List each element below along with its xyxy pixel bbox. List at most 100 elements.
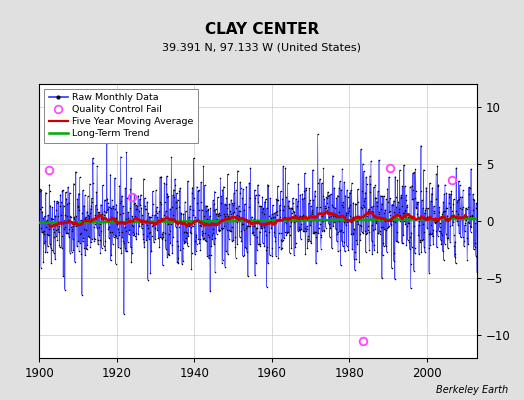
Point: [468, 216, 476, 222]
Point: [245, 180, 254, 186]
Point: [229, 237, 237, 243]
Point: [420, 210, 429, 216]
Point: [113, 208, 122, 215]
Point: [329, 172, 337, 179]
Point: [401, 183, 409, 190]
Point: [199, 163, 208, 170]
Point: [215, 210, 224, 216]
Point: [326, 216, 335, 223]
Point: [52, 198, 61, 204]
Point: [106, 217, 114, 224]
Point: [226, 228, 234, 234]
Point: [323, 195, 332, 202]
Point: [450, 232, 458, 238]
Point: [163, 221, 172, 227]
Point: [318, 212, 326, 219]
Point: [401, 196, 410, 203]
Point: [422, 188, 431, 194]
Point: [413, 200, 421, 207]
Point: [362, 249, 370, 255]
Point: [116, 200, 125, 206]
Point: [435, 224, 444, 230]
Point: [72, 168, 80, 175]
Point: [423, 225, 431, 231]
Point: [232, 187, 240, 194]
Point: [259, 224, 268, 230]
Point: [276, 202, 284, 208]
Point: [169, 192, 177, 198]
Point: [54, 229, 63, 236]
Point: [158, 231, 167, 237]
Point: [230, 190, 238, 196]
Point: [213, 221, 222, 228]
Point: [44, 232, 52, 238]
Point: [115, 232, 123, 239]
Point: [105, 224, 114, 230]
Point: [426, 242, 434, 248]
Point: [150, 219, 158, 225]
Point: [36, 186, 44, 192]
Point: [332, 195, 341, 201]
Point: [184, 232, 193, 239]
Point: [132, 236, 140, 242]
Point: [233, 219, 241, 225]
Point: [71, 220, 79, 226]
Point: [67, 219, 75, 226]
Point: [397, 192, 406, 198]
Point: [318, 180, 326, 186]
Point: [439, 209, 447, 216]
Point: [319, 165, 328, 172]
Point: [456, 205, 465, 211]
Point: [417, 248, 425, 255]
Point: [442, 204, 450, 211]
Point: [275, 207, 283, 213]
Point: [179, 245, 187, 252]
Point: [177, 210, 185, 216]
Point: [449, 219, 457, 225]
Point: [80, 214, 89, 221]
Point: [283, 180, 292, 186]
Point: [441, 230, 450, 237]
Point: [254, 198, 263, 205]
Point: [230, 209, 238, 216]
Point: [68, 248, 76, 255]
Point: [44, 212, 52, 218]
Point: [465, 185, 474, 192]
Point: [137, 225, 146, 231]
Point: [394, 198, 402, 205]
Point: [321, 217, 329, 223]
Point: [45, 226, 53, 232]
Point: [108, 218, 116, 224]
Point: [151, 212, 159, 218]
Point: [123, 248, 131, 255]
Point: [276, 188, 285, 194]
Point: [358, 216, 367, 222]
Point: [316, 176, 324, 182]
Point: [337, 202, 346, 209]
Point: [115, 182, 124, 189]
Point: [133, 219, 141, 226]
Point: [288, 205, 297, 211]
Point: [174, 224, 183, 230]
Point: [118, 193, 126, 199]
Point: [417, 188, 425, 194]
Point: [49, 222, 57, 228]
Point: [246, 240, 254, 247]
Point: [288, 206, 297, 212]
Point: [259, 205, 267, 211]
Point: [159, 215, 168, 222]
Point: [294, 226, 303, 232]
Point: [322, 224, 330, 231]
Point: [110, 218, 118, 224]
Point: [203, 207, 212, 213]
Point: [363, 212, 371, 219]
Point: [111, 206, 119, 212]
Point: [451, 238, 460, 245]
Point: [297, 216, 305, 222]
Point: [466, 228, 475, 235]
Point: [139, 236, 147, 242]
Point: [170, 216, 178, 222]
Point: [56, 192, 64, 198]
Point: [398, 183, 407, 189]
Point: [275, 244, 283, 250]
